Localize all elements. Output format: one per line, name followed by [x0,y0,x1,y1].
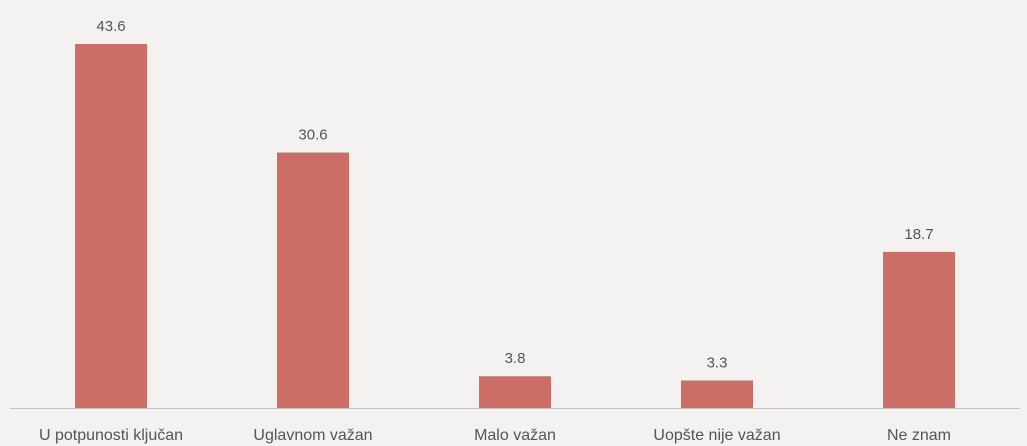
bar [277,152,349,408]
x-tick-label: Ne znam [887,427,951,444]
data-label: 18.7 [904,226,933,243]
x-tick-label: Uopšte nije važan [653,427,780,444]
bar [479,376,551,408]
x-tick-label: Malo važan [474,427,556,444]
bar [75,44,147,408]
x-tick-label: U potpunosti ključan [39,427,183,444]
data-label: 3.3 [707,354,728,371]
data-label: 3.8 [505,350,526,367]
x-tick-label: Uglavnom važan [253,427,372,444]
data-label: 30.6 [298,127,327,144]
data-label: 43.6 [96,18,125,35]
bar [681,380,753,408]
bar [883,251,955,408]
